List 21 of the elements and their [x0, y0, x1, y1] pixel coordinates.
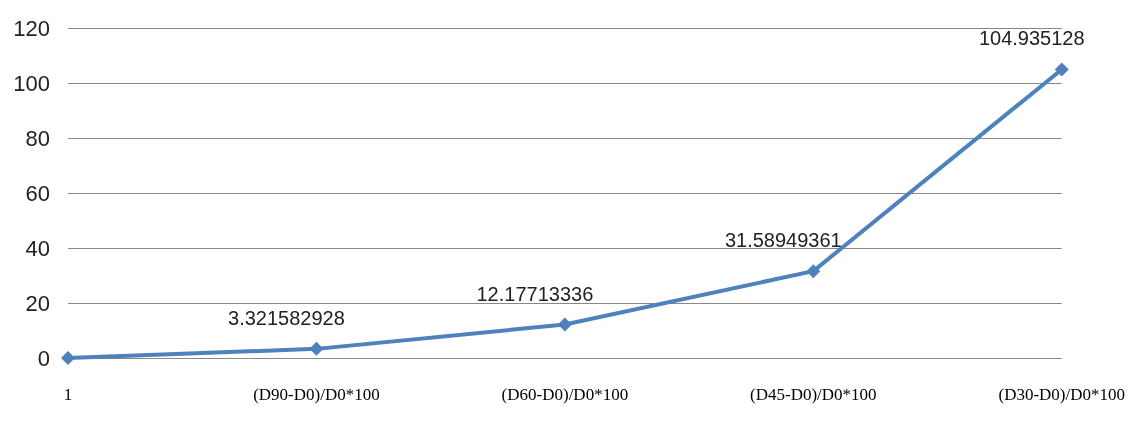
y-tick-label: 80: [25, 125, 50, 151]
point: [806, 264, 821, 279]
y-tick-label: 20: [25, 290, 50, 316]
y-tick-label: 100: [13, 70, 50, 96]
y-tick-label: 0: [37, 345, 50, 371]
point: [557, 317, 572, 332]
point: [309, 341, 324, 356]
data-label: 104.935128: [978, 27, 1085, 50]
x-tick-label: (D60-D0)/D0*100: [501, 385, 629, 404]
data-label: 12.17713336: [476, 282, 594, 305]
point: [1054, 62, 1069, 77]
y-tick-label: 40: [25, 235, 50, 261]
y-tick-label: 60: [25, 180, 50, 206]
x-tick-label: (D30-D0)/D0*100: [998, 385, 1125, 404]
x-tick-label: 1: [63, 385, 73, 404]
point: [61, 351, 75, 365]
data-label: 31.58949361: [724, 229, 842, 252]
y-tick-label: 120: [13, 15, 50, 41]
data-label: 3.321582928: [228, 306, 345, 329]
x-tick-label: (D45-D0)/D0*100: [750, 385, 877, 404]
x-tick-label: (D90-D0)/D0*100: [253, 385, 380, 404]
